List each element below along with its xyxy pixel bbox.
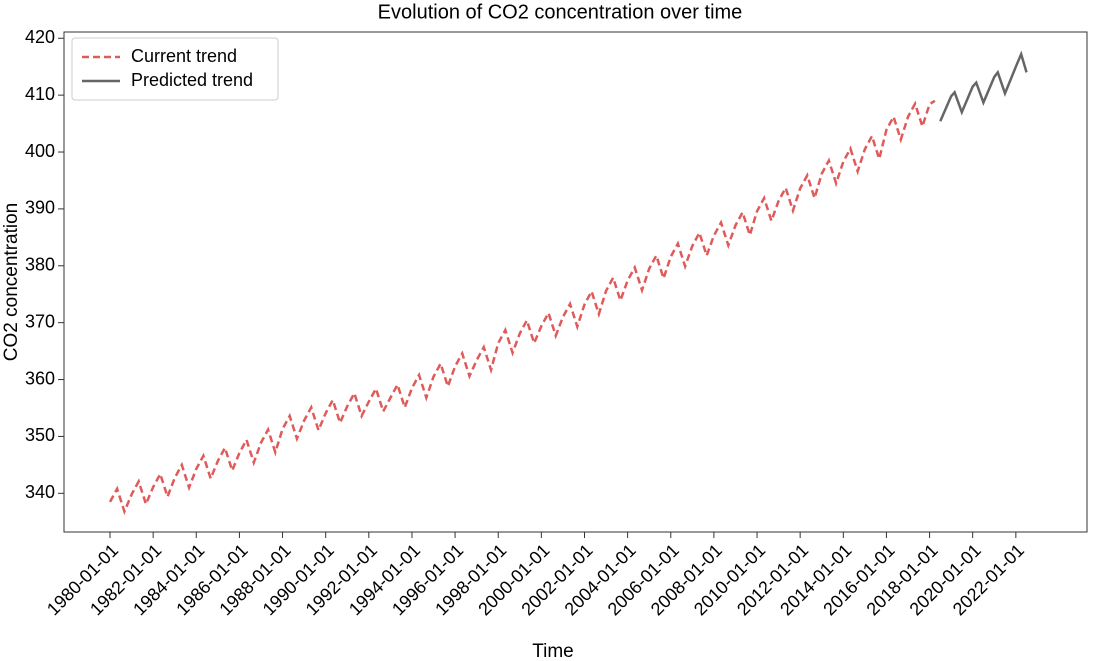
y-tick-label: 350 — [25, 425, 55, 445]
y-tick-label: 360 — [25, 368, 55, 388]
y-axis-label: CO2 concentration — [1, 203, 22, 361]
chart-title: Evolution of CO2 concentration over time — [378, 1, 743, 23]
y-tick-label: 340 — [25, 482, 55, 502]
legend-label: Predicted trend — [131, 70, 253, 90]
y-tick-label: 400 — [25, 141, 55, 161]
y-tick-label: 390 — [25, 198, 55, 218]
y-tick-label: 410 — [25, 84, 55, 104]
x-axis-label: Time — [532, 641, 574, 661]
y-tick-label: 420 — [25, 27, 55, 47]
plot-frame — [63, 31, 1088, 533]
legend-label: Current trend — [131, 46, 237, 66]
y-tick-label: 370 — [25, 311, 55, 331]
legend-box — [71, 37, 279, 101]
series-line — [108, 99, 936, 516]
y-tick-label: 380 — [25, 255, 55, 275]
series-line — [939, 50, 1028, 122]
